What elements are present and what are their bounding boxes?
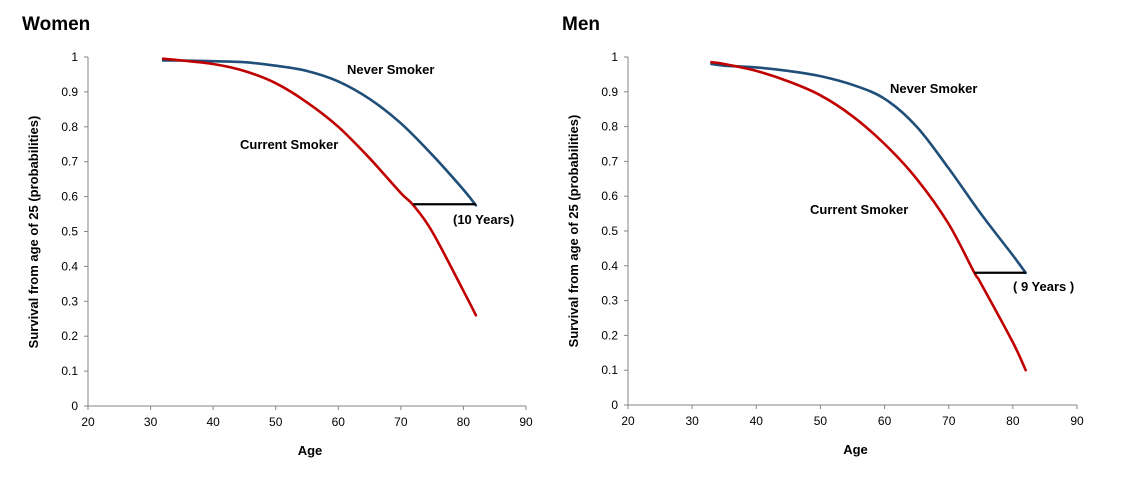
x-tick-label: 60 xyxy=(878,414,892,428)
y-tick-label: 1 xyxy=(71,50,78,64)
chart-panel-1: 0 0.1 0.2 0.3 0.4 0.5 0.6 0.7 0.8 0.9 1 20 30 40 50 60 7… xyxy=(566,50,1084,457)
series-line-never-smoker xyxy=(161,59,478,207)
men-chart-title: Men xyxy=(562,14,600,35)
y-axis-label: Survival from age of 25 (probabilities) xyxy=(26,116,41,349)
x-axis-label: Age xyxy=(843,442,868,457)
y-tick-label: 0.9 xyxy=(601,85,618,99)
x-tick-label: 30 xyxy=(144,415,158,429)
current-smoker-label: Current Smoker xyxy=(810,202,908,217)
x-tick-label: 70 xyxy=(942,414,956,428)
x-tick-label: 50 xyxy=(814,414,828,428)
y-tick-label: 0.5 xyxy=(61,225,78,239)
x-tick-label: 40 xyxy=(750,414,764,428)
series-line-current-smoker xyxy=(161,57,478,317)
y-tick-label: 1 xyxy=(611,50,618,64)
y-tick-label: 0.1 xyxy=(601,363,618,377)
x-tick-label: 80 xyxy=(457,415,471,429)
never-smoker-label: Never Smoker xyxy=(890,81,977,96)
x-tick-label: 90 xyxy=(1070,414,1084,428)
y-tick-label: 0.4 xyxy=(601,259,618,273)
y-tick-label: 0.6 xyxy=(61,190,78,204)
never-smoker-label: Never Smoker xyxy=(347,62,434,77)
y-tick-label: 0.7 xyxy=(601,154,618,168)
y-tick-label: 0.3 xyxy=(61,294,78,308)
x-axis-label: Age xyxy=(298,443,323,458)
y-tick-label: 0.8 xyxy=(61,120,78,134)
y-tick-label: 0.7 xyxy=(61,155,78,169)
x-tick-label: 60 xyxy=(332,415,346,429)
y-tick-label: 0.9 xyxy=(61,85,78,99)
y-tick-label: 0.2 xyxy=(61,329,78,343)
x-tick-label: 40 xyxy=(206,415,220,429)
x-tick-label: 70 xyxy=(394,415,408,429)
x-tick-label: 90 xyxy=(519,415,533,429)
y-tick-label: 0 xyxy=(71,399,78,413)
x-tick-label: 30 xyxy=(685,414,699,428)
y-tick-label: 0.5 xyxy=(601,224,618,238)
gap-years-label: (10 Years) xyxy=(453,212,514,227)
x-tick-label: 20 xyxy=(81,415,95,429)
chart-panel-0: 0 0.1 0.2 0.3 0.4 0.5 0.6 0.7 0.8 0.9 1 20 30 40 50 60 7… xyxy=(26,50,533,458)
y-tick-label: 0.3 xyxy=(601,294,618,308)
series-line-never-smoker xyxy=(710,62,1027,275)
y-tick-label: 0 xyxy=(611,398,618,412)
x-tick-label: 80 xyxy=(1006,414,1020,428)
y-tick-label: 0.6 xyxy=(601,189,618,203)
current-smoker-label: Current Smoker xyxy=(240,137,338,152)
y-tick-label: 0.1 xyxy=(61,364,78,378)
women-chart-title: Women xyxy=(22,14,91,35)
y-tick-label: 0.8 xyxy=(601,120,618,134)
x-tick-label: 50 xyxy=(269,415,283,429)
series-line-current-smoker xyxy=(710,60,1027,372)
y-tick-label: 0.2 xyxy=(601,328,618,342)
y-axis-label: Survival from age of 25 (probabilities) xyxy=(566,115,581,348)
gap-years-label: ( 9 Years ) xyxy=(1013,279,1074,294)
y-tick-label: 0.4 xyxy=(61,259,78,273)
x-tick-label: 20 xyxy=(621,414,635,428)
